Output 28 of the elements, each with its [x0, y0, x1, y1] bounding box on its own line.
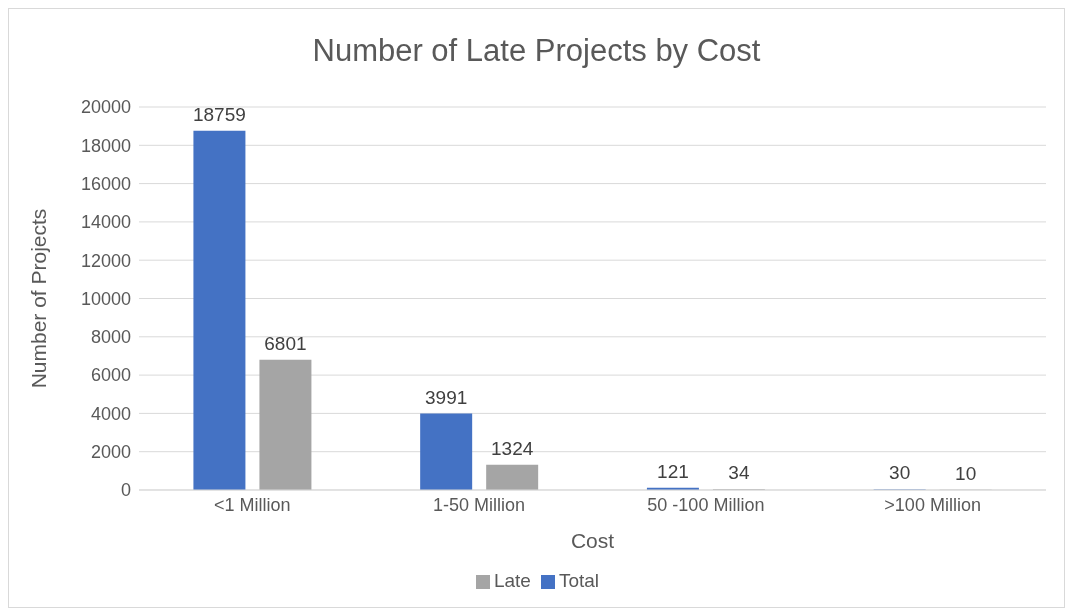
data-label: 18759 [193, 103, 246, 125]
x-tick-label: 1-50 Million [433, 494, 526, 515]
data-label: 1324 [491, 437, 534, 459]
y-axis-title: Number of Projects [27, 208, 51, 389]
legend-label: Total [558, 570, 600, 591]
y-tick-label: 4000 [90, 403, 131, 424]
y-tick-label: 12000 [80, 250, 131, 271]
data-label: 121 [657, 460, 689, 482]
x-tick-label: <1 Million [214, 494, 291, 515]
y-tick-label: 20000 [80, 97, 131, 118]
x-axis-title: Cost [570, 529, 615, 552]
legend-label: Late [493, 570, 531, 591]
y-tick-label: 0 [120, 480, 131, 501]
y-tick-label: 18000 [80, 135, 131, 156]
x-tick-label: >100 Million [884, 494, 981, 515]
y-tick-label: 14000 [80, 212, 131, 233]
data-label: 30 [889, 462, 911, 484]
chart-title: Number of Late Projects by Cost [311, 33, 762, 69]
y-tick-label: 16000 [80, 173, 131, 194]
x-tick-label: 50 -100 Million [647, 494, 765, 515]
data-label: 3991 [425, 386, 468, 408]
y-tick-label: 2000 [90, 442, 131, 463]
data-label: 10 [955, 462, 977, 484]
y-tick-label: 8000 [90, 327, 131, 348]
data-label: 34 [728, 462, 750, 484]
y-tick-label: 6000 [90, 365, 131, 386]
data-label: 6801 [264, 332, 307, 354]
y-tick-label: 10000 [80, 288, 131, 309]
